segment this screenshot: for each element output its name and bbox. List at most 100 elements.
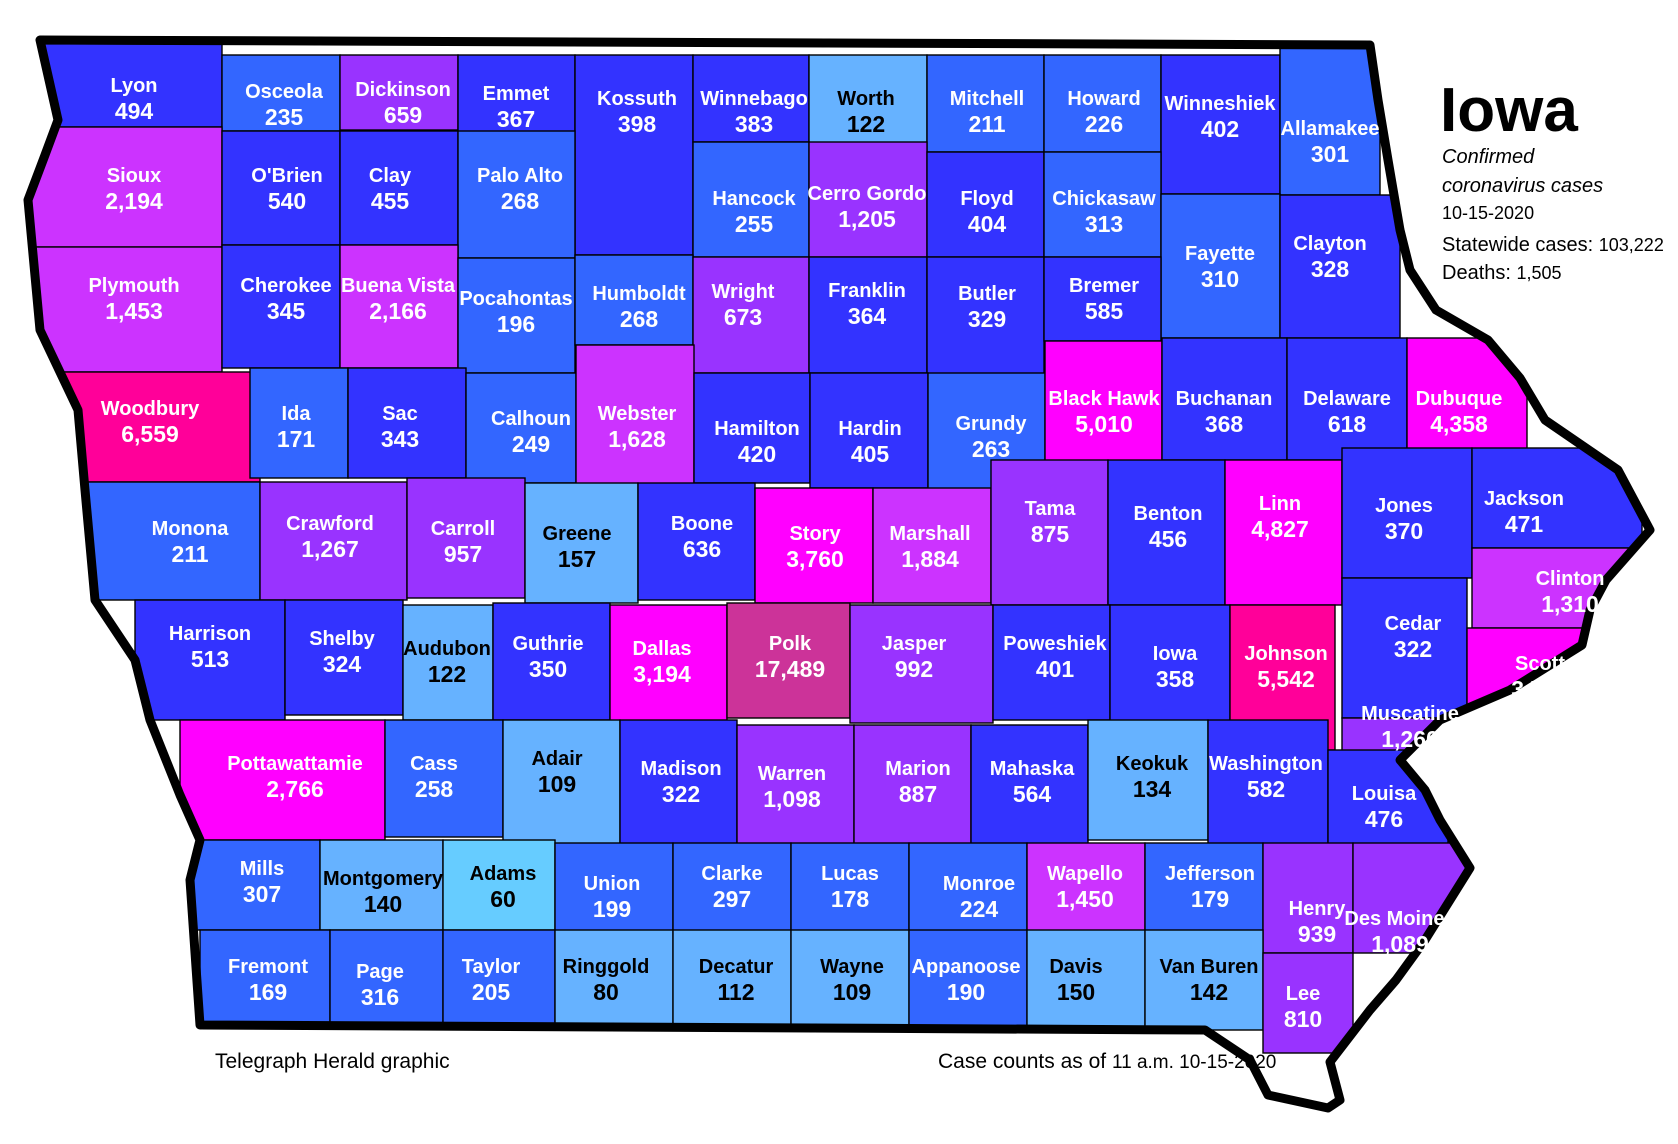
county-o-brien — [221, 130, 341, 246]
county-cases-pocahontas: 196 — [497, 311, 535, 337]
county-name-page: Page — [356, 961, 404, 983]
county-cases-shelby: 324 — [323, 651, 362, 677]
county-name-clay: Clay — [369, 165, 412, 187]
county-polk — [726, 602, 851, 719]
county-cases-dallas: 3,194 — [633, 661, 691, 687]
county-greene — [524, 482, 639, 604]
county-name-muscatine: Muscatine — [1361, 703, 1459, 725]
county-name-calhoun: Calhoun — [491, 408, 571, 430]
county-cases-page: 316 — [361, 984, 399, 1010]
county-jackson — [1471, 447, 1643, 549]
county-name-tama: Tama — [1025, 498, 1077, 520]
county-cases-keokuk: 134 — [1133, 776, 1172, 802]
county-decatur — [672, 929, 792, 1031]
county-cases-adair: 109 — [538, 771, 576, 797]
deaths-label: Deaths: — [1442, 262, 1511, 284]
county-cases-monona: 211 — [171, 541, 208, 567]
county-cases-cedar: 322 — [1394, 636, 1432, 662]
county-name-buena-vista: Buena Vista — [341, 275, 456, 297]
county-name-van-buren: Van Buren — [1160, 956, 1259, 978]
county-name-clarke: Clarke — [701, 863, 762, 885]
county-lee — [1262, 952, 1354, 1054]
county-name-winnebago: Winnebago — [700, 88, 808, 110]
county-name-henry: Henry — [1289, 898, 1347, 920]
county-cases-wapello: 1,450 — [1056, 886, 1114, 912]
county-name-iowa: Iowa — [1153, 643, 1198, 665]
county-name-buchanan: Buchanan — [1176, 388, 1273, 410]
county-name-bremer: Bremer — [1069, 275, 1139, 297]
county-name-scott: Scott — [1515, 653, 1565, 675]
county-sioux — [29, 126, 223, 248]
county-name-union: Union — [584, 873, 641, 895]
county-name-lee: Lee — [1286, 983, 1320, 1005]
county-cases-lyon: 494 — [115, 98, 154, 124]
county-madison — [619, 719, 738, 846]
county-name-franklin: Franklin — [828, 280, 906, 302]
county-franklin — [808, 256, 928, 374]
county-cases-montgomery: 140 — [364, 891, 402, 917]
county-name-audubon: Audubon — [403, 638, 491, 660]
county-osceola — [221, 54, 341, 132]
county-name-fremont: Fremont — [228, 956, 308, 978]
map-title: Iowa — [1440, 76, 1578, 145]
county-name-jackson: Jackson — [1484, 488, 1564, 510]
county-name-johnson: Johnson — [1244, 643, 1327, 665]
graphic-credit: Telegraph Herald graphic — [215, 1050, 450, 1073]
county-name-black-hawk: Black Hawk — [1048, 388, 1160, 410]
county-name-poweshiek: Poweshiek — [1003, 633, 1107, 655]
county-name-shelby: Shelby — [309, 628, 375, 650]
county-name-ringgold: Ringgold — [563, 956, 650, 978]
subtitle-line-1: Confirmed — [1442, 146, 1535, 168]
county-cases-henry: 939 — [1298, 921, 1336, 947]
statewide-cases-value: 103,222 — [1598, 235, 1664, 255]
county-name-adams: Adams — [470, 863, 537, 885]
county-mahaska — [970, 724, 1089, 849]
county-plymouth — [29, 246, 223, 373]
county-cases-clayton: 328 — [1311, 256, 1350, 282]
county-name-kossuth: Kossuth — [597, 88, 677, 110]
county-cases-buena-vista: 2,166 — [369, 298, 427, 324]
county-union — [554, 842, 674, 934]
county-name-marshall: Marshall — [889, 523, 970, 545]
county-linn — [1224, 459, 1343, 606]
county-cases-taylor: 205 — [472, 979, 511, 1005]
county-name-jasper: Jasper — [882, 633, 947, 655]
county-name-jones: Jones — [1375, 495, 1433, 517]
county-cases-delaware: 618 — [1328, 411, 1367, 437]
deaths: Deaths: 1,505 — [1442, 262, 1562, 285]
county-name-guthrie: Guthrie — [512, 633, 583, 655]
county-calhoun — [465, 372, 577, 484]
county-name-sioux: Sioux — [107, 165, 161, 187]
county-washington — [1207, 719, 1329, 846]
county-cases-des-moines: 1,089 — [1371, 931, 1429, 957]
county-name-allamakee: Allamakee — [1281, 118, 1380, 140]
deaths-value: 1,505 — [1516, 263, 1562, 283]
county-cases-floyd: 404 — [968, 211, 1007, 237]
county-cases-louisa: 476 — [1365, 806, 1403, 832]
county-wapello — [1026, 842, 1146, 934]
county-cases-union: 199 — [593, 896, 631, 922]
county-tama — [990, 459, 1109, 606]
county-cases-davis: 150 — [1057, 979, 1095, 1005]
county-name-delaware: Delaware — [1303, 388, 1391, 410]
statewide-cases: Statewide cases: 103,222 — [1442, 234, 1664, 257]
county-cases-cerro-gordo: 1,205 — [838, 206, 896, 232]
county-name-warren: Warren — [758, 763, 826, 785]
county-allamakee — [1279, 44, 1381, 196]
county-cases-marshall: 1,884 — [901, 546, 959, 572]
county-cases-clarke: 297 — [713, 886, 751, 912]
county-name-story: Story — [789, 523, 841, 545]
county-marion — [853, 724, 972, 849]
county-name-mahaska: Mahaska — [990, 758, 1075, 780]
county-name-davis: Davis — [1049, 956, 1102, 978]
county-name-plymouth: Plymouth — [88, 275, 179, 297]
county-monona — [84, 481, 261, 601]
county-cases-sac: 343 — [381, 426, 419, 452]
county-name-lucas: Lucas — [821, 863, 879, 885]
county-name-clinton: Clinton — [1536, 568, 1605, 590]
county-name-webster: Webster — [598, 403, 677, 425]
county-cases-greene: 157 — [558, 546, 596, 572]
county-jasper — [849, 604, 994, 724]
county-name-benton: Benton — [1134, 503, 1203, 525]
county-cases-adams: 60 — [490, 886, 516, 912]
